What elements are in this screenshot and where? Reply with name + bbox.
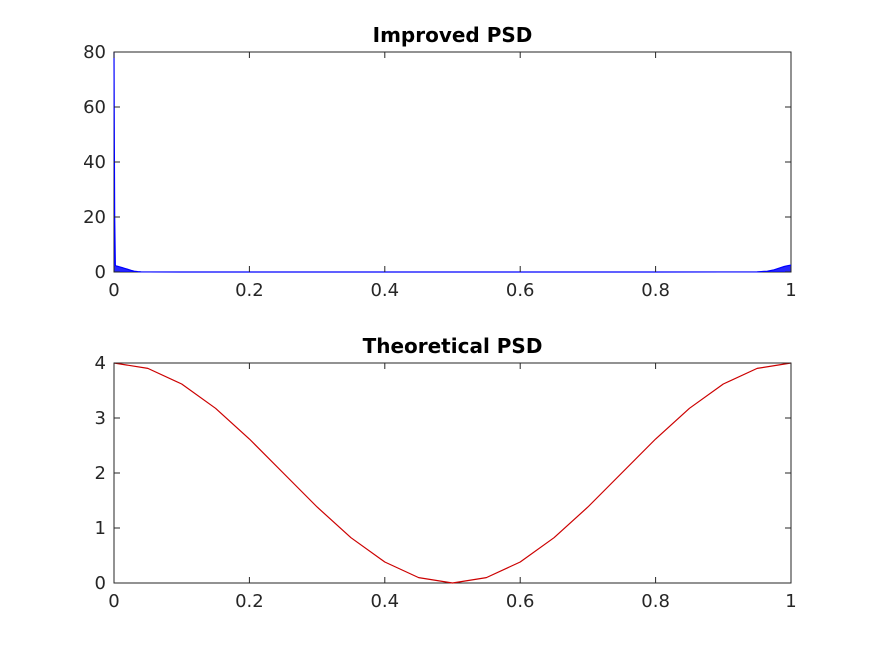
theoretical-psd-title: Theoretical PSD bbox=[363, 334, 543, 358]
theoretical-psd-xtick-label: 1 bbox=[785, 591, 796, 612]
theoretical-psd-xtick-label: 0.2 bbox=[235, 591, 264, 612]
theoretical-psd-plot: 0 0.2 0.4 0.6 0.8 1 0 1 2 3 4 Theoretical PSD bbox=[95, 334, 797, 612]
theoretical-psd-ytick-label: 3 bbox=[95, 408, 106, 429]
theoretical-psd-ytick-label: 0 bbox=[95, 573, 106, 594]
theoretical-psd-series-line bbox=[113, 362, 792, 584]
theoretical-psd-xtick-label: 0.6 bbox=[506, 591, 535, 612]
theoretical-psd-ytick-label: 1 bbox=[95, 518, 106, 539]
improved-psd-plot: 0 0.2 0.4 0.6 0.8 1 0 20 40 60 80 Improved PSD bbox=[83, 23, 797, 301]
improved-psd-ytick-label: 60 bbox=[83, 97, 106, 118]
improved-psd-ytick-label: 80 bbox=[83, 42, 106, 63]
theoretical-psd-xtick-label: 0.4 bbox=[370, 591, 399, 612]
theoretical-psd-xtick-label: 0.8 bbox=[641, 591, 670, 612]
improved-psd-xtick-label: 0.6 bbox=[506, 280, 535, 301]
improved-psd-ytick-label: 40 bbox=[83, 152, 106, 173]
theoretical-psd-axes-box bbox=[113, 362, 792, 584]
improved-psd-xtick-label: 0 bbox=[108, 280, 119, 301]
theoretical-psd-xtick-label: 0 bbox=[108, 591, 119, 612]
improved-psd-axes-box bbox=[113, 51, 792, 273]
improved-psd-xtick-label: 0.4 bbox=[370, 280, 399, 301]
improved-psd-xtick-label: 1 bbox=[785, 280, 796, 301]
improved-psd-ytick-label: 20 bbox=[83, 207, 106, 228]
improved-psd-xtick-label: 0.8 bbox=[641, 280, 670, 301]
theoretical-psd-ytick-label: 2 bbox=[95, 463, 106, 484]
improved-psd-ytick-label: 0 bbox=[95, 262, 106, 283]
improved-psd-title: Improved PSD bbox=[373, 23, 533, 47]
improved-psd-xtick-label: 0.2 bbox=[235, 280, 264, 301]
theoretical-psd-ytick-label: 4 bbox=[95, 353, 106, 374]
